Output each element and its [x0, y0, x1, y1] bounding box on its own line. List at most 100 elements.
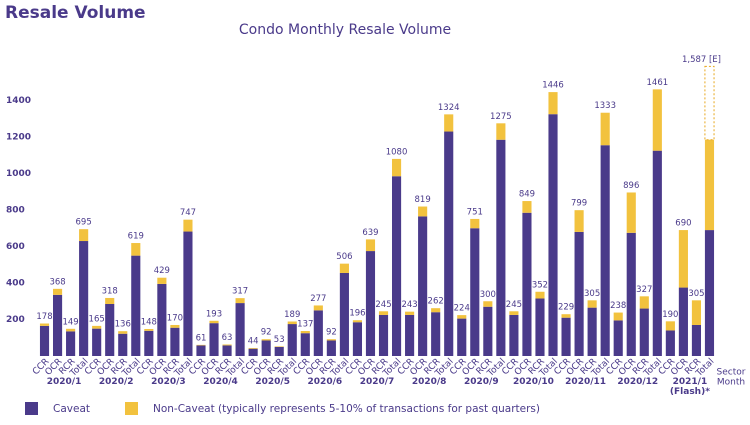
total-label: 137: [297, 319, 313, 329]
chart-title: Condo Monthly Resale Volume: [239, 22, 451, 38]
bar-segment: [183, 231, 193, 356]
total-label: 799: [571, 199, 587, 209]
bar-segment: [235, 303, 245, 356]
bar-segment: [600, 145, 610, 356]
bar-segment: [613, 320, 623, 356]
total-label: 639: [362, 228, 378, 238]
bar-segment: [574, 231, 584, 356]
bar-segment: [691, 324, 702, 356]
bar-segment: [535, 298, 545, 356]
month-label: 2020/8: [411, 377, 447, 387]
bar-segment: [431, 312, 441, 356]
bar-segment: [209, 320, 219, 324]
bar-segment: [587, 300, 597, 308]
bar-segment: [378, 314, 389, 356]
bar-segment: [378, 311, 389, 315]
total-label: 224: [454, 304, 470, 314]
total-label: 178: [36, 312, 52, 322]
bar-segment: [457, 318, 467, 356]
total-label: 506: [336, 252, 352, 262]
total-label: 317: [232, 287, 248, 297]
bar-segment: [561, 314, 571, 318]
bar-segment: [105, 297, 115, 304]
bar-segment: [339, 263, 349, 273]
bar-segment: [39, 325, 50, 356]
bar-segment: [574, 210, 584, 232]
bar-segment: [105, 303, 115, 356]
bar-segment: [261, 339, 271, 341]
total-label: 695: [76, 218, 92, 228]
bar-segment: [144, 328, 154, 331]
bar-segment: [522, 212, 532, 356]
total-label: 1080: [386, 147, 408, 157]
bar-segment: [522, 201, 532, 213]
bar-segment: [222, 344, 232, 346]
total-label: 92: [261, 328, 272, 338]
bar-segment: [92, 328, 102, 356]
bar-segment: [235, 298, 245, 304]
bar-segment: [170, 327, 180, 356]
total-label: 819: [415, 195, 431, 205]
total-label: 61: [196, 333, 207, 343]
total-label: 193: [206, 309, 222, 319]
bar-segment: [391, 158, 402, 177]
total-label: 136: [115, 320, 131, 330]
y-tick-label: 400: [6, 279, 25, 289]
total-label: 170: [167, 313, 183, 323]
bar-segment: [391, 176, 402, 356]
bar-segment: [52, 288, 63, 295]
total-label: 1333: [594, 101, 616, 111]
bar-segment: [157, 283, 167, 356]
bar-segment: [691, 300, 702, 325]
total-label: 896: [623, 181, 639, 191]
bar-segment: [209, 323, 219, 356]
total-label: 305: [688, 289, 704, 299]
bar-segment: [405, 314, 415, 356]
bar-segment: [287, 324, 297, 356]
bar-segment: [66, 331, 76, 356]
bar-segment: [704, 230, 715, 356]
bar-segment: [652, 89, 662, 151]
bar-segment: [431, 308, 441, 313]
bar-segment: [548, 92, 558, 115]
bar-segment: [352, 322, 363, 356]
bar-segment: [665, 321, 675, 331]
bar-segment: [626, 232, 636, 356]
bar-segment: [704, 139, 715, 231]
estimate-label: 1,587 [E]: [682, 55, 721, 65]
bar-segment: [509, 314, 519, 356]
total-label: 189: [284, 310, 300, 320]
total-label: 300: [480, 290, 496, 300]
bar-segment: [470, 218, 480, 229]
total-label: 190: [662, 310, 678, 320]
bar-segment: [183, 219, 193, 232]
bar-segment: [339, 272, 349, 356]
y-tick-label: 200: [6, 315, 25, 325]
bar-segment: [222, 345, 232, 356]
total-label: 229: [558, 303, 574, 313]
bar-segment: [274, 346, 284, 356]
legend-swatch: [25, 402, 38, 415]
bar-segment: [287, 321, 297, 325]
bar-segment: [248, 348, 258, 356]
month-label: 2020/6: [307, 377, 343, 387]
month-label: 2020/11: [565, 377, 607, 387]
total-label: 44: [248, 336, 259, 346]
bar-segment: [639, 296, 649, 309]
bar-segment: [639, 308, 649, 356]
month-label: 2020/2: [98, 377, 134, 387]
month-label: 2020/12: [617, 377, 659, 387]
total-label: 1324: [438, 103, 460, 113]
month-label: 2020/3: [151, 377, 186, 387]
heading: Resale Volume: [5, 3, 146, 23]
total-label: 92: [326, 328, 337, 338]
bar-segment: [118, 331, 128, 334]
bar-segment: [196, 344, 206, 346]
bar-segment: [92, 325, 102, 329]
month-label: 2021/1 (Flash)*: [669, 377, 710, 397]
bar-segment: [52, 294, 63, 356]
bar-segment: [66, 328, 76, 332]
bar-segment: [509, 311, 519, 315]
bar-segment: [405, 311, 415, 315]
